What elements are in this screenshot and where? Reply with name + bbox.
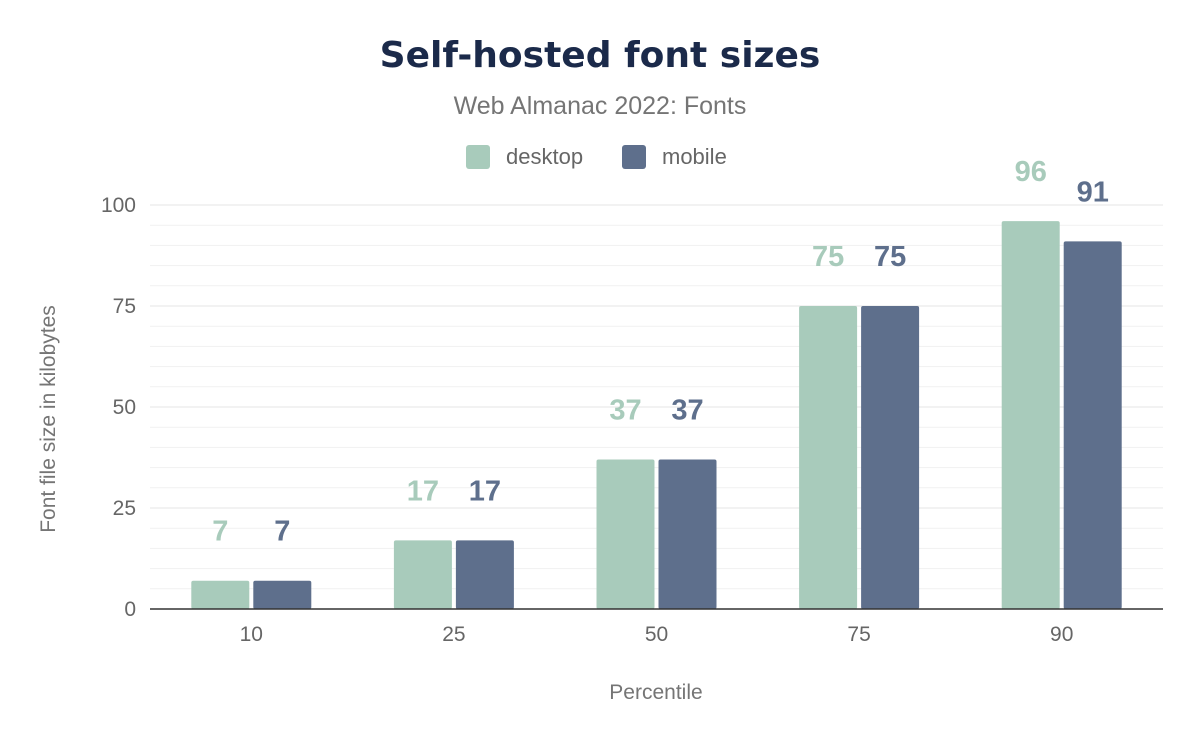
bar-desktop-10 (191, 580, 250, 609)
legend-swatch-mobile (622, 145, 646, 169)
legend-swatch-desktop (466, 145, 490, 169)
x-tick-label: 75 (847, 623, 870, 646)
x-tick-label: 10 (240, 623, 263, 646)
gridlines (150, 204, 1163, 590)
bar-desktop-25 (393, 540, 452, 609)
data-label-desktop-25: 17 (407, 475, 439, 507)
legend-label-mobile: mobile (662, 144, 727, 169)
x-tick-label: 50 (645, 623, 668, 646)
bar-mobile-50 (658, 459, 717, 609)
y-axis-ticks: 0 25 50 75 100 (101, 194, 136, 621)
bar-mobile-75 (861, 306, 920, 609)
legend: desktop mobile (466, 144, 727, 169)
x-tick-label: 25 (442, 623, 465, 646)
y-tick-label: 0 (124, 598, 136, 621)
legend-label-desktop: desktop (506, 144, 583, 169)
x-axis-title: Percentile (609, 681, 702, 704)
data-label-desktop-10: 7 (212, 516, 228, 548)
y-tick-label: 100 (101, 194, 136, 217)
y-tick-label: 50 (113, 396, 136, 419)
y-tick-label: 25 (113, 497, 136, 520)
chart-subtitle: Web Almanac 2022: Fonts (454, 92, 747, 120)
data-label-desktop-90: 96 (1015, 156, 1047, 188)
data-label-mobile-75: 75 (874, 241, 906, 273)
chart-title: Self-hosted font sizes (380, 35, 821, 76)
data-labels: 7 7 17 17 37 37 75 75 96 91 (212, 156, 1109, 548)
bars (191, 221, 1122, 610)
data-label-mobile-25: 17 (469, 475, 501, 507)
data-label-mobile-10: 7 (274, 516, 290, 548)
x-tick-label: 90 (1050, 623, 1073, 646)
data-label-mobile-50: 37 (671, 395, 703, 427)
bar-desktop-75 (799, 306, 858, 609)
y-tick-label: 75 (113, 295, 136, 318)
bar-desktop-50 (596, 459, 655, 609)
y-axis-title: Font file size in kilobytes (37, 305, 60, 533)
bar-mobile-90 (1063, 241, 1122, 610)
bar-desktop-90 (1001, 221, 1060, 609)
data-label-desktop-75: 75 (812, 241, 844, 273)
data-label-mobile-90: 91 (1077, 176, 1109, 208)
bar-mobile-10 (253, 580, 312, 609)
data-label-desktop-50: 37 (609, 395, 641, 427)
x-axis-ticks: 10 25 50 75 90 (240, 623, 1074, 646)
bar-mobile-25 (455, 540, 514, 609)
